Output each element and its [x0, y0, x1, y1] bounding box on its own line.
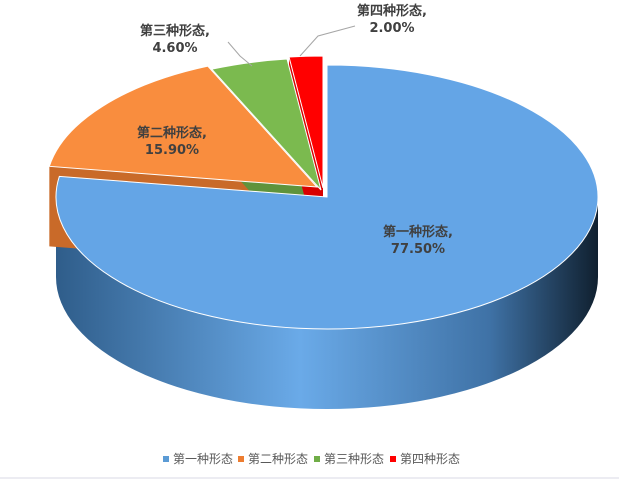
- data-label-category: 第四种形态,: [357, 3, 427, 19]
- leader-line: [299, 25, 356, 57]
- data-label-category: 第一种形态,: [383, 224, 453, 240]
- slice-2[interactable]: [48, 65, 319, 188]
- data-label-value: 77.50%: [391, 242, 445, 257]
- slice-1[interactable]: [55, 64, 599, 330]
- legend-item[interactable]: 第三种形态: [324, 452, 384, 466]
- legend-item[interactable]: 第一种形态: [173, 452, 233, 466]
- legend-item[interactable]: 第二种形态: [248, 452, 308, 466]
- data-label-value: 2.00%: [369, 21, 414, 36]
- legend-swatch: [238, 456, 244, 462]
- slice-side: [56, 197, 598, 409]
- legend-item[interactable]: 第四种形态: [400, 452, 460, 466]
- data-label-value: 4.60%: [152, 41, 197, 56]
- legend-swatch: [390, 456, 396, 462]
- data-label-category: 第三种形态,: [140, 23, 210, 39]
- leader-line: [227, 41, 253, 67]
- data-label-category: 第二种形态,: [137, 125, 207, 141]
- data-label-value: 15.90%: [145, 143, 199, 158]
- slice-4[interactable]: [288, 55, 324, 189]
- legend-swatch: [314, 456, 320, 462]
- legend-swatch: [163, 456, 169, 462]
